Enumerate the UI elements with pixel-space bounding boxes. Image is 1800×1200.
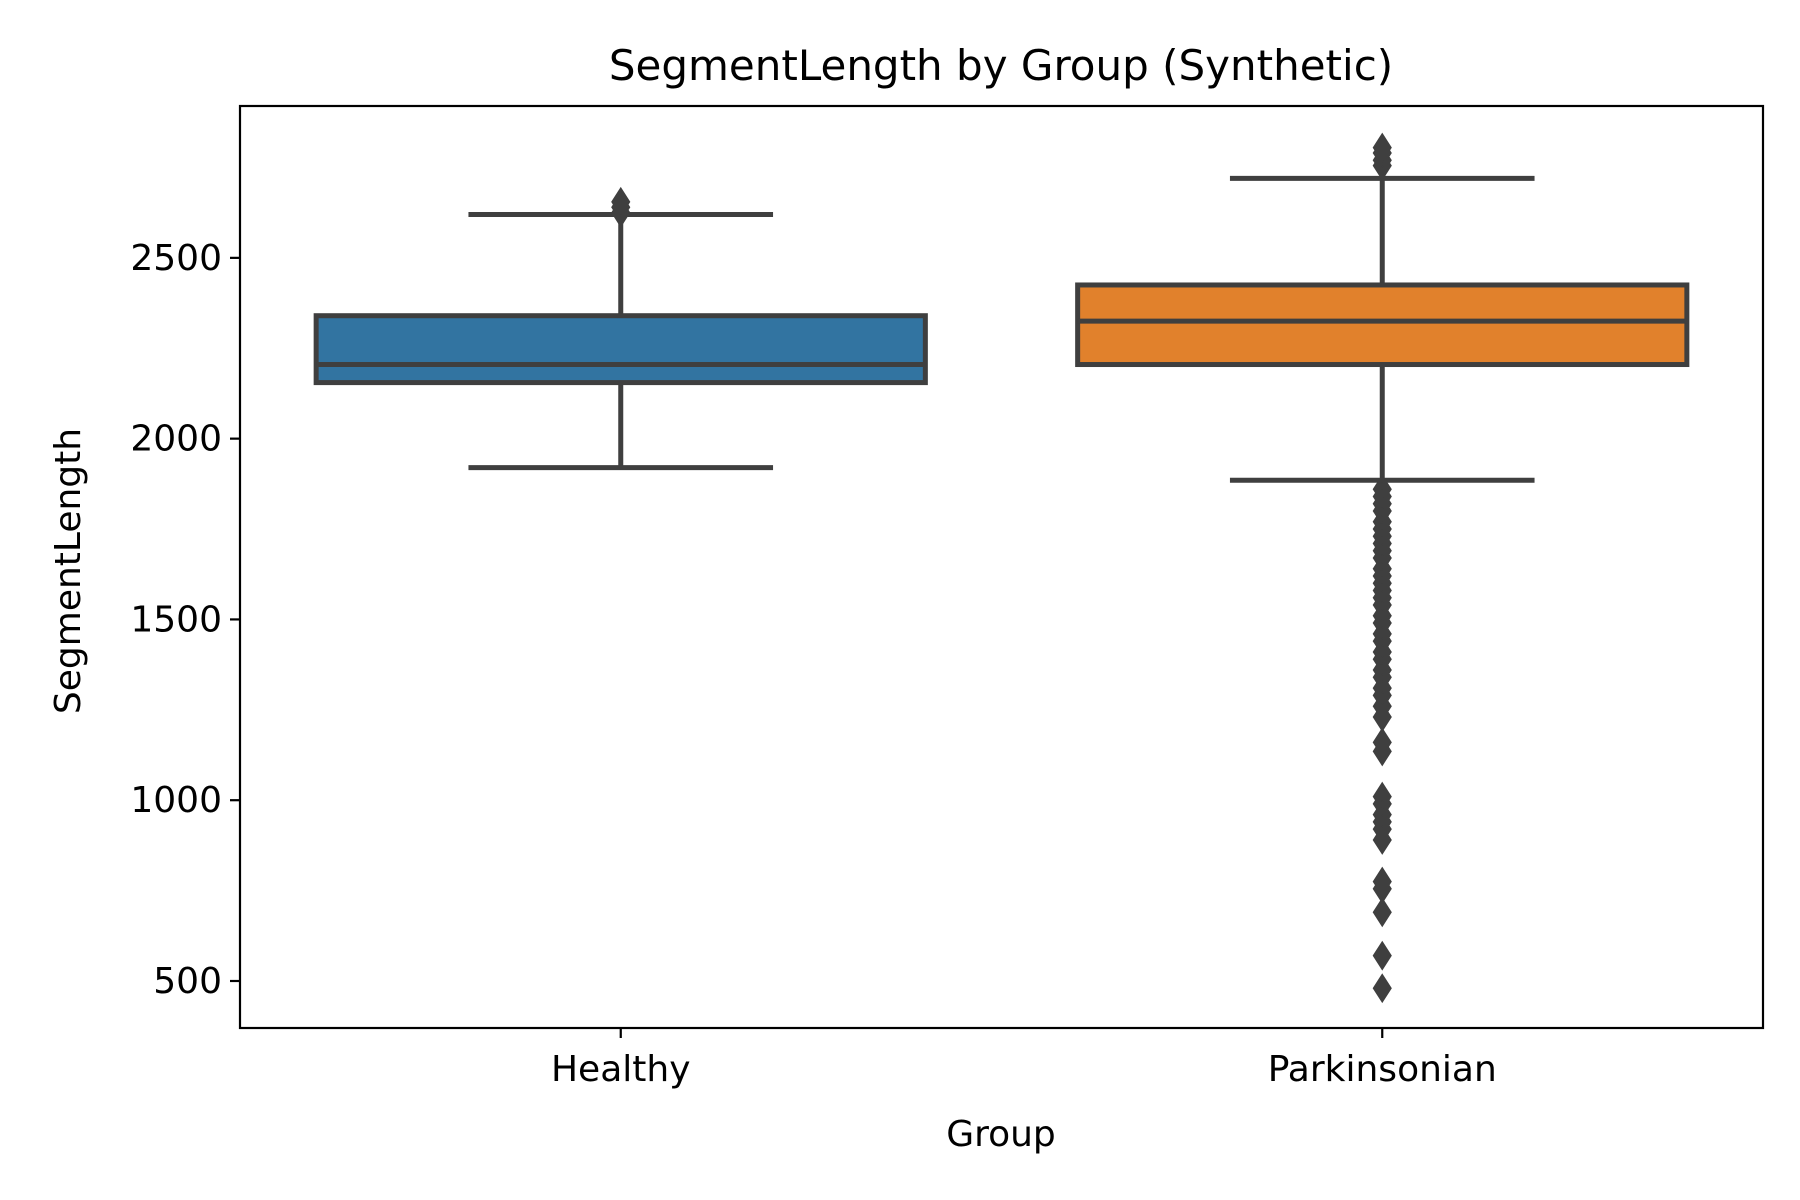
- y-tick-label: 2500: [130, 238, 222, 279]
- iqr-box: [313, 313, 928, 386]
- outlier-point: [1372, 897, 1392, 928]
- y-tick-label: 1500: [130, 599, 222, 640]
- plot-frame: [238, 104, 1765, 1030]
- iqr-box: [1075, 282, 1690, 368]
- outlier-point: [1372, 132, 1392, 163]
- y-tick-label: 2000: [130, 419, 222, 460]
- box-healthy: [313, 186, 928, 471]
- y-axis-label: SegmentLength: [48, 428, 89, 714]
- boxes: [313, 132, 1690, 1004]
- y-axis: 500 1000 1500 2000 2500: [130, 238, 240, 1002]
- x-tick-label: Parkinsonian: [1268, 1049, 1497, 1090]
- outlier-point: [1372, 736, 1392, 767]
- x-axis-label: Group: [946, 1114, 1056, 1155]
- x-axis: Healthy Parkinsonian: [551, 1028, 1497, 1090]
- chart-title: SegmentLength by Group (Synthetic): [609, 41, 1393, 90]
- y-tick-label: 500: [153, 961, 222, 1002]
- x-tick-label: Healthy: [551, 1049, 691, 1090]
- outlier-point: [1372, 825, 1392, 855]
- box-parkinsonian: [1075, 132, 1690, 1004]
- outlier-point: [1372, 940, 1392, 971]
- y-tick-label: 1000: [130, 780, 222, 821]
- outlier-point: [1372, 973, 1392, 1004]
- outlier-point: [611, 186, 631, 217]
